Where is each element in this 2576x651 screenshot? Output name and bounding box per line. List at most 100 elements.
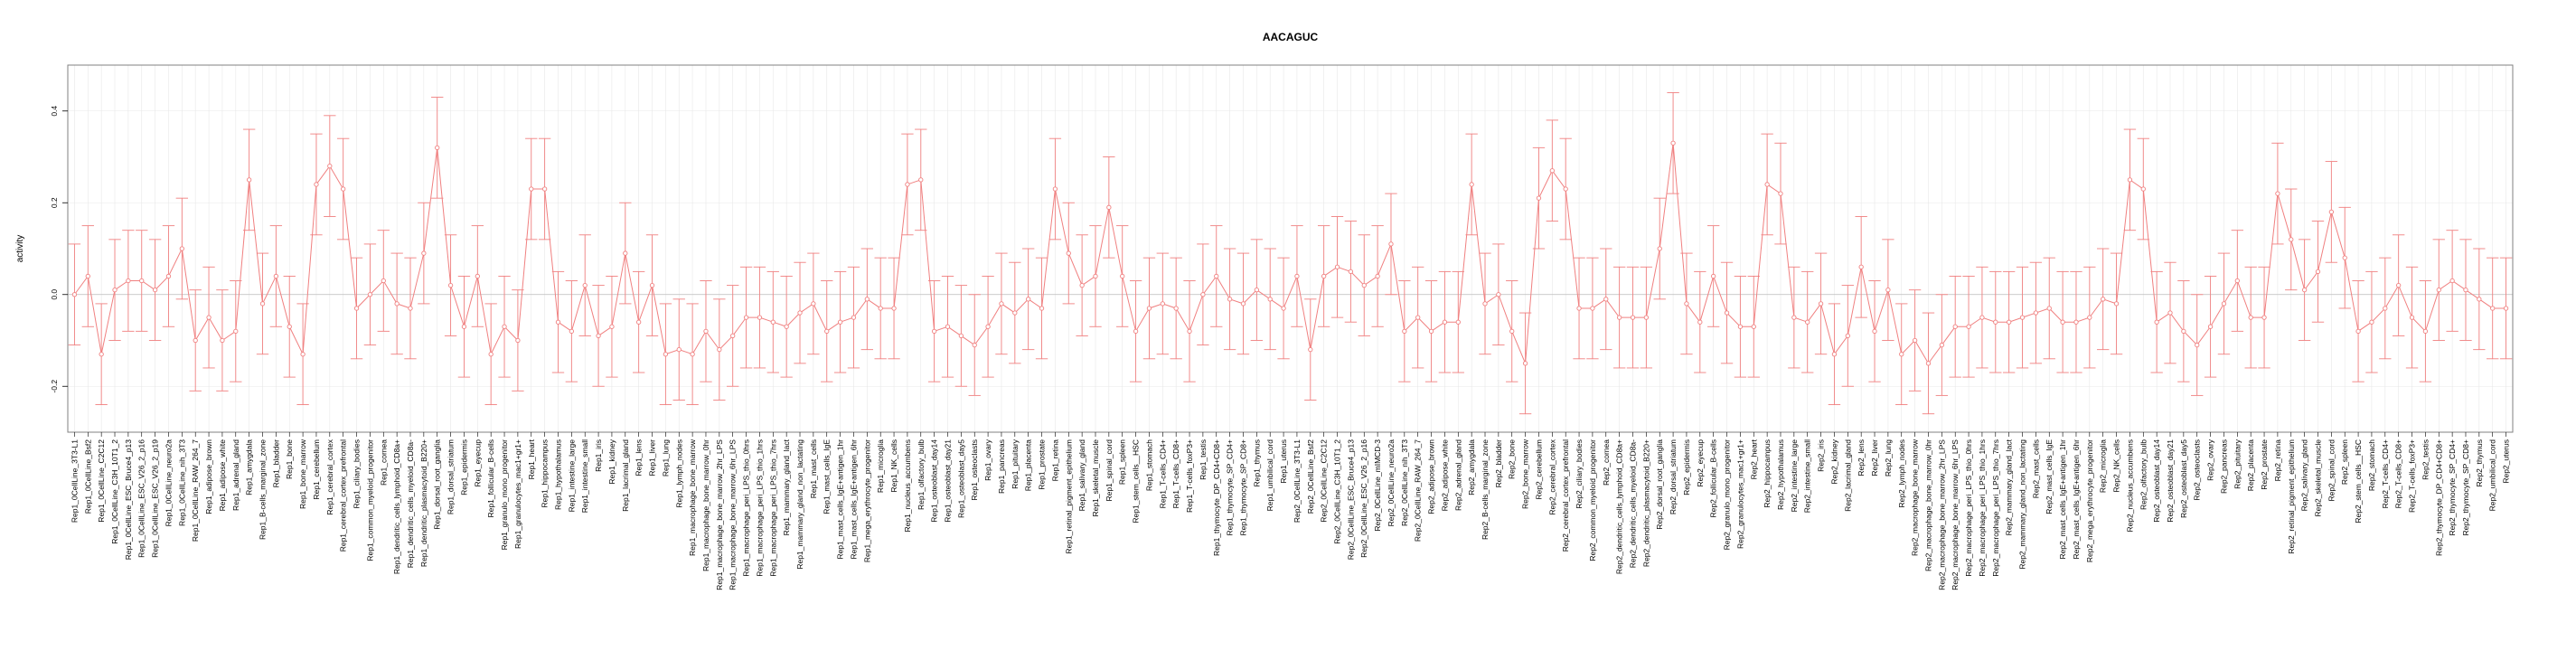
data-point bbox=[2046, 306, 2052, 311]
data-point bbox=[1576, 306, 1582, 311]
x-tick-label: Rep1_granulocytes_mac1+gr1+ bbox=[513, 439, 522, 549]
data-point bbox=[972, 342, 977, 348]
x-tick-label: Rep1_testis bbox=[1199, 439, 1208, 480]
data-point bbox=[2477, 297, 2482, 302]
x-tick-label: Rep1_T-cells_CD4+ bbox=[1158, 439, 1167, 508]
x-tick-label: Rep1_spinal_cord bbox=[1105, 439, 1114, 502]
x-tick-label: Rep1_adrenal_gland bbox=[231, 439, 240, 511]
data-point bbox=[1778, 191, 1783, 196]
data-point bbox=[1146, 306, 1152, 311]
x-tick-label: Rep1_mast_cells_IgE+antigen_1hr bbox=[836, 439, 845, 560]
data-point bbox=[1603, 297, 1609, 302]
data-point bbox=[353, 306, 360, 311]
x-tick-label: Rep2_0CellLine_RAW_264_7 bbox=[1414, 439, 1423, 542]
x-tick-label: Rep1_adipose_brown bbox=[204, 439, 213, 514]
data-point bbox=[1052, 186, 1058, 192]
data-point bbox=[1133, 328, 1139, 334]
data-point bbox=[1254, 288, 1259, 293]
data-point bbox=[743, 315, 749, 320]
x-tick-label: Rep2_hippocampus bbox=[1763, 439, 1772, 508]
x-tick-label: Rep1_microglia bbox=[876, 439, 885, 493]
x-tick-label: Rep1_0CellLine_3T3-L1 bbox=[70, 439, 79, 523]
data-point bbox=[488, 352, 494, 357]
data-point bbox=[259, 301, 266, 307]
x-tick-label: Rep2_osteoblast_day5 bbox=[2179, 439, 2188, 518]
data-point bbox=[1952, 324, 1958, 329]
data-point bbox=[1321, 273, 1327, 279]
x-tick-label: Rep2_adrenal_gland bbox=[1453, 439, 1462, 511]
data-point bbox=[2073, 319, 2079, 325]
x-tick-label: Rep1_cerebral_cortex bbox=[325, 439, 334, 514]
x-tick-label: Rep2_salivary_gland bbox=[2300, 439, 2309, 512]
x-tick-label: Rep1_salivary_gland bbox=[1077, 439, 1086, 512]
x-tick-label: Rep2_dendritic_plasmacytoid_B220+ bbox=[1641, 439, 1650, 567]
data-point bbox=[1402, 328, 1407, 334]
data-point bbox=[394, 301, 400, 307]
x-tick-label: Rep2_dendritic_cells_lymphoid_CD8a+ bbox=[1615, 439, 1624, 574]
data-point bbox=[2490, 306, 2496, 311]
data-point bbox=[2503, 306, 2509, 311]
data-point bbox=[851, 315, 857, 320]
x-tick-label: Rep2_NK_cells bbox=[2112, 439, 2121, 493]
data-point bbox=[1724, 310, 1730, 316]
data-point bbox=[1482, 301, 1488, 307]
x-tick-label: Rep1_hippocampus bbox=[541, 439, 550, 508]
x-tick-label: Rep2_0CellLine_ESC_Bruce4_p13 bbox=[1346, 439, 1355, 561]
data-point bbox=[1388, 241, 1394, 247]
x-tick-label: Rep1_thymocyte_SP_CD8+ bbox=[1238, 439, 1247, 536]
data-point bbox=[1160, 301, 1165, 307]
data-point bbox=[300, 352, 306, 357]
data-point bbox=[1173, 306, 1179, 311]
data-point bbox=[1415, 315, 1421, 320]
data-point bbox=[2463, 288, 2468, 293]
x-tick-label: Rep2_common_myeloid_progenitor bbox=[1588, 439, 1597, 561]
x-tick-label: Rep2_umbilical_cord bbox=[2488, 439, 2497, 512]
x-tick-label: Rep2_0CellLine_ESC_V26_2_p16 bbox=[1359, 439, 1368, 558]
x-tick-label: Rep2_0CellLine_neuro2a bbox=[1387, 439, 1396, 527]
x-tick-label: Rep1_amygdala bbox=[245, 439, 254, 495]
y-tick-label: 0.2 bbox=[50, 197, 59, 208]
x-tick-label: Rep2_stem_cells__HSC bbox=[2354, 439, 2363, 524]
x-tick-label: Rep2_0CellLine_3T3-L1 bbox=[1293, 439, 1302, 523]
data-point bbox=[1442, 319, 1448, 325]
x-tick-label: Rep2_placenta bbox=[2246, 439, 2255, 491]
data-point bbox=[1831, 352, 1838, 357]
data-point bbox=[2221, 301, 2227, 307]
x-tick-label: Rep1_common_myeloid_progenitor bbox=[365, 439, 374, 561]
x-tick-label: Rep2_uterus bbox=[2502, 439, 2511, 484]
x-tick-label: Rep2_dorsal_striatum bbox=[1669, 439, 1678, 514]
x-tick-label: Rep1_macrophage_bone_marrow bbox=[688, 439, 697, 556]
x-tick-label: Rep2_mast_cells bbox=[2031, 439, 2040, 498]
data-point bbox=[596, 333, 601, 339]
x-tick-label: Rep2_spinal_cord bbox=[2327, 439, 2336, 502]
x-tick-label: Rep2_intestine_small bbox=[1803, 439, 1812, 513]
x-tick-label: Rep2_olfactory_bulb bbox=[2139, 439, 2148, 510]
x-tick-label: Rep2_intestine_large bbox=[1790, 439, 1799, 513]
data-point bbox=[811, 301, 816, 307]
x-tick-label: Rep2_retinal_pigment_epithelium bbox=[2287, 439, 2296, 554]
data-point bbox=[2181, 328, 2186, 334]
x-tick-label: Rep2_macrophage_peri_LPS_thio_7hrs bbox=[1991, 439, 2000, 577]
data-point bbox=[1214, 273, 1219, 279]
data-point bbox=[1925, 361, 1932, 366]
x-tick-label: Rep2_hypothalamus bbox=[1776, 439, 1785, 510]
x-tick-label: Rep2_lacrimal_gland bbox=[1843, 439, 1852, 512]
data-point bbox=[206, 315, 212, 320]
x-tick-label: Rep1_dorsal_striatum bbox=[447, 439, 456, 514]
x-tick-label: Rep1_macrophage_peri_LPS_thio_1hrs bbox=[755, 439, 764, 577]
x-tick-label: Rep1_eyecup bbox=[473, 439, 482, 487]
data-point bbox=[2140, 186, 2146, 192]
x-tick-label: Rep1_0CellLine_nih_3T3 bbox=[177, 439, 186, 526]
data-point bbox=[447, 282, 454, 288]
x-tick-label: Rep1_olfactory_bulb bbox=[917, 439, 926, 510]
x-tick-label: Rep2_eyecup bbox=[1696, 439, 1705, 487]
x-tick-label: Rep2_cornea bbox=[1602, 439, 1611, 486]
y-axis-label: activity bbox=[15, 235, 25, 263]
x-tick-label: Rep1_0CellLine_Bsf2 bbox=[83, 439, 92, 514]
data-point bbox=[529, 186, 534, 192]
data-point bbox=[1764, 182, 1770, 187]
x-tick-label: Rep2_thymus bbox=[2475, 439, 2484, 486]
data-point bbox=[891, 306, 897, 311]
x-tick-label: Rep2_0CellLine_nih_3T3 bbox=[1400, 439, 1409, 526]
data-point bbox=[1711, 273, 1716, 279]
